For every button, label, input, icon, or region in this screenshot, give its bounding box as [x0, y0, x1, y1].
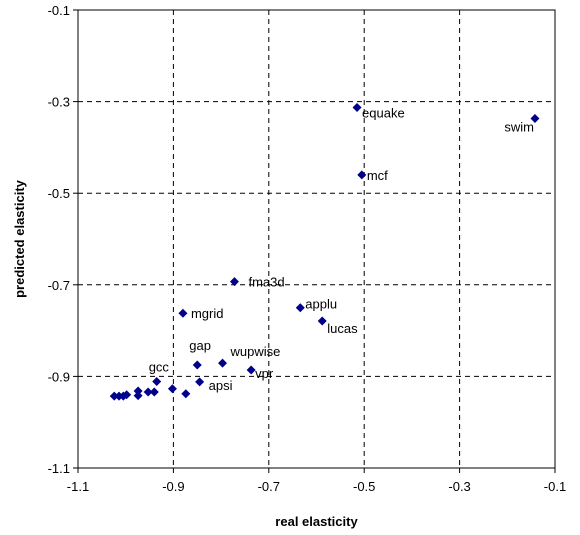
point-label: gap [189, 338, 211, 353]
y-tick-label: -0.1 [48, 3, 70, 18]
y-tick-label: -0.9 [48, 369, 70, 384]
data-point [195, 377, 205, 387]
data-point [218, 358, 228, 368]
x-tick-label: -0.9 [162, 479, 184, 494]
point-label: applu [305, 297, 337, 312]
point-label: mcf [367, 168, 388, 183]
x-axis-ticks: -1.1 -0.9 -0.7 -0.5 -0.3 -0.1 [67, 468, 566, 494]
data-point [133, 391, 143, 401]
x-tick-label: -0.3 [448, 479, 470, 494]
data-point [192, 360, 202, 370]
x-tick-label: -0.5 [353, 479, 375, 494]
point-label: mgrid [191, 306, 224, 321]
x-axis-title: real elasticity [275, 514, 358, 529]
y-axis-ticks: -1.1 -0.9 -0.7 -0.5 -0.3 -0.1 [48, 3, 78, 476]
data-point [352, 103, 362, 113]
data-points [109, 103, 540, 401]
x-tick-label: -0.1 [544, 479, 566, 494]
point-label: wupwise [230, 344, 281, 359]
point-label: fma3d [248, 275, 284, 290]
x-tick-label: -0.7 [258, 479, 280, 494]
data-point [530, 114, 540, 124]
y-tick-label: -1.1 [48, 461, 70, 476]
point-label: lucas [327, 321, 358, 336]
point-label: apsi [209, 378, 233, 393]
point-label: equake [362, 106, 405, 121]
data-point [143, 387, 153, 397]
plot-area [77, 9, 556, 469]
data-point [295, 303, 305, 313]
point-label: swim [504, 120, 534, 135]
data-point [109, 391, 119, 401]
data-point [229, 277, 239, 287]
data-point [178, 308, 188, 318]
point-label: gcc [149, 359, 170, 374]
x-tick-label: -1.1 [67, 479, 89, 494]
data-point [246, 365, 256, 375]
grid [78, 10, 555, 468]
y-tick-label: -0.7 [48, 278, 70, 293]
point-label: vpr [255, 366, 274, 381]
data-point [317, 316, 327, 326]
y-axis-title: predicted elasticity [12, 179, 27, 298]
y-tick-label: -0.3 [48, 95, 70, 110]
point-labels: equake swim mcf fma3d applu mgrid lucas gap wupw… [149, 106, 534, 393]
data-point [149, 387, 159, 397]
data-point [133, 386, 143, 396]
data-point [152, 376, 162, 386]
data-point [167, 384, 177, 394]
data-point [114, 391, 124, 401]
data-point [357, 170, 367, 180]
data-point [181, 389, 191, 399]
y-tick-label: -0.5 [48, 186, 70, 201]
